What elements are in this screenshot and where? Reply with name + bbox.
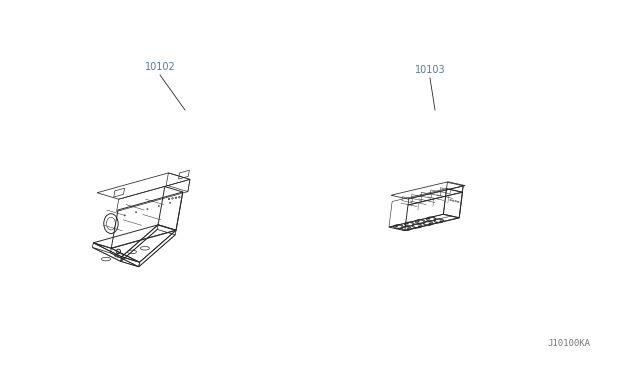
Text: 10102: 10102 [145, 62, 176, 72]
Text: J10100KA: J10100KA [547, 339, 590, 348]
Text: 10103: 10103 [415, 65, 445, 75]
